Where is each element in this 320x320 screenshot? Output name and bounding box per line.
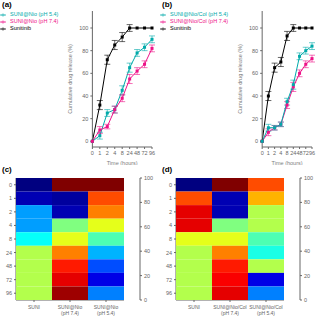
svg-text:1: 1 [169, 195, 172, 201]
svg-text:40: 40 [82, 93, 88, 99]
svg-text:72: 72 [166, 277, 172, 283]
svg-text:Time (hours): Time (hours) [272, 160, 303, 165]
svg-text:40: 40 [252, 93, 258, 99]
svg-text:8: 8 [286, 150, 289, 156]
svg-text:100: 100 [79, 25, 88, 31]
svg-text:48: 48 [8, 263, 12, 269]
svg-text:40: 40 [144, 248, 150, 254]
svg-text:96: 96 [309, 150, 312, 156]
svg-text:4: 4 [169, 222, 172, 228]
svg-text:4: 4 [9, 222, 12, 228]
svg-text:8: 8 [121, 150, 124, 156]
svg-text:80: 80 [144, 199, 150, 205]
svg-text:Time (hours): Time (hours) [107, 160, 138, 165]
svg-text:2: 2 [169, 209, 172, 215]
svg-text:8: 8 [9, 236, 12, 242]
svg-text:40: 40 [304, 248, 310, 254]
svg-text:72: 72 [141, 150, 147, 156]
svg-text:Cumulative drug release (%): Cumulative drug release (%) [67, 44, 73, 114]
svg-text:0: 0 [261, 150, 264, 156]
svg-text:SUNI@Nio/Col(pH 7.4): SUNI@Nio/Col(pH 7.4) [213, 304, 246, 316]
html-text:(b): (b) [162, 0, 173, 9]
svg-text:80: 80 [82, 48, 88, 54]
svg-text:20: 20 [304, 273, 310, 279]
svg-text:0: 0 [85, 138, 88, 144]
svg-text:100: 100 [249, 25, 258, 31]
html-text:SUNI@Nio (pH 7.4): SUNI@Nio (pH 7.4) [10, 18, 59, 24]
svg-text:100: 100 [144, 175, 153, 181]
svg-text:8: 8 [169, 236, 172, 242]
svg-text:0: 0 [304, 297, 307, 303]
svg-text:48: 48 [296, 150, 302, 156]
svg-text:24: 24 [8, 250, 12, 256]
svg-text:SUNI@Nio(pH 7.4): SUNI@Nio(pH 7.4) [58, 304, 83, 316]
svg-text:SUNI: SUNI [28, 304, 40, 310]
svg-text:60: 60 [252, 70, 258, 76]
html-text:Sunitinib: Sunitinib [170, 25, 192, 31]
svg-text:2: 2 [273, 150, 276, 156]
html-text:SUNI@Nio/Col (pH 5.4): SUNI@Nio/Col (pH 5.4) [170, 11, 229, 17]
svg-text:72: 72 [303, 150, 309, 156]
svg-text:1: 1 [9, 195, 12, 201]
svg-text:0: 0 [91, 150, 94, 156]
html-text:Sunitinib: Sunitinib [10, 25, 32, 31]
svg-text:Cumulative drug release (%): Cumulative drug release (%) [237, 44, 243, 114]
svg-text:60: 60 [82, 70, 88, 76]
svg-text:0: 0 [144, 297, 147, 303]
svg-text:20: 20 [144, 273, 150, 279]
svg-text:80: 80 [252, 48, 258, 54]
svg-text:2: 2 [9, 209, 12, 215]
svg-text:48: 48 [134, 150, 140, 156]
html-text:(c): (c) [2, 165, 12, 174]
svg-text:4: 4 [279, 150, 282, 156]
svg-text:24: 24 [166, 250, 172, 256]
svg-text:100: 100 [304, 175, 312, 181]
svg-text:2: 2 [106, 150, 109, 156]
svg-text:24: 24 [290, 150, 296, 156]
svg-text:0: 0 [169, 182, 172, 188]
svg-text:1: 1 [267, 150, 270, 156]
svg-text:60: 60 [304, 224, 310, 230]
svg-text:4: 4 [113, 150, 116, 156]
svg-text:72: 72 [8, 277, 12, 283]
svg-text:SUNI@Nio(pH 5.4): SUNI@Nio(pH 5.4) [94, 304, 119, 316]
svg-text:20: 20 [82, 116, 88, 122]
svg-text:96: 96 [8, 290, 12, 296]
svg-text:0: 0 [255, 138, 258, 144]
svg-text:20: 20 [252, 116, 258, 122]
svg-text:0: 0 [9, 182, 12, 188]
svg-text:SUNI: SUNI [188, 304, 200, 310]
svg-text:1: 1 [98, 150, 101, 156]
svg-text:24: 24 [127, 150, 133, 156]
svg-text:96: 96 [149, 150, 155, 156]
svg-text:80: 80 [304, 199, 310, 205]
html-text:(d): (d) [162, 165, 173, 174]
svg-text:48: 48 [166, 263, 172, 269]
html-text:SUNI@Nio (pH 5.4): SUNI@Nio (pH 5.4) [10, 11, 59, 17]
svg-text:SUNI@Nio/Col(pH 5.4): SUNI@Nio/Col(pH 5.4) [249, 304, 282, 316]
svg-text:60: 60 [144, 224, 150, 230]
html-text:(a): (a) [2, 0, 12, 9]
svg-text:96: 96 [166, 290, 172, 296]
html-text:SUNI@Nio/Col (pH 7.4): SUNI@Nio/Col (pH 7.4) [170, 18, 229, 24]
